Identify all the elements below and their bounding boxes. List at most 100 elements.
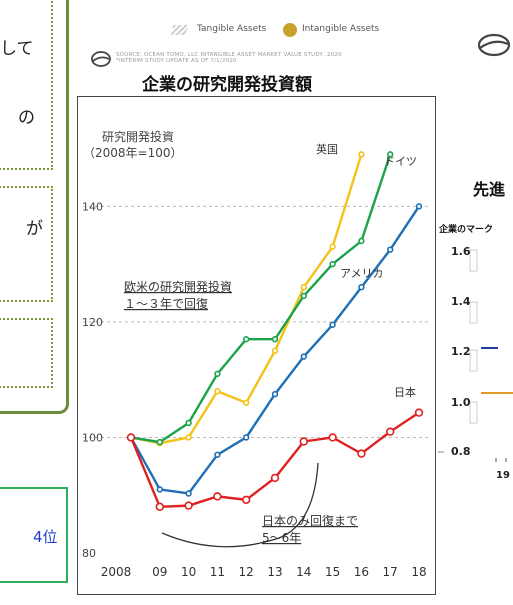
- x-tick-label: 13: [267, 565, 282, 579]
- data-point: [386, 427, 395, 436]
- data-point: [213, 492, 222, 501]
- tick-label: 1990: [244, 0, 263, 2]
- right-tick: 0.8: [451, 445, 471, 458]
- right-chart: [438, 249, 513, 462]
- data-point: [185, 434, 192, 441]
- series-label-usa: アメリカ: [340, 267, 383, 280]
- right-x-fragment: 19: [496, 470, 510, 481]
- data-point: [242, 495, 251, 505]
- right-chart-title: 先進: [473, 180, 506, 199]
- right-chart-ylabel: 企業のマーク: [439, 225, 494, 235]
- tick-label: 2020: [430, 0, 449, 2]
- chart-title: 企業の研究開発投資額: [142, 75, 312, 95]
- data-point: [358, 284, 365, 291]
- data-point: [156, 486, 164, 493]
- legend-tangible: Tangible Assets: [197, 24, 267, 34]
- y-tick-label: 120: [82, 316, 103, 329]
- annotation-bracket: [161, 462, 319, 548]
- right-tick: 1.6: [451, 245, 471, 258]
- x-tick-label: 09: [152, 565, 167, 579]
- ocean-tomo-logo-icon: [477, 33, 510, 57]
- legend: Tangible Assets Intangible Assets: [170, 22, 430, 38]
- left-dotted-box-3: [0, 318, 53, 388]
- annotation-west-line1: 欧米の研究開発投資: [124, 279, 232, 294]
- data-point: [300, 284, 308, 291]
- x-tick-label: 16: [354, 565, 369, 579]
- x-tick-label: 11: [210, 565, 225, 579]
- right-tick: 1.2: [451, 345, 471, 358]
- hatched-swatch-icon: [171, 25, 189, 35]
- data-point: [271, 347, 279, 354]
- tick-label: 1970: [120, 0, 139, 2]
- left-text-fragment: して: [0, 39, 34, 59]
- data-point: [387, 151, 394, 158]
- data-point: [184, 501, 193, 510]
- source-note: SOURCE: OCEAN TOMO, LLC INTANGIBLE ASSET…: [116, 52, 356, 64]
- x-tick-label: 2008: [101, 565, 132, 579]
- y-axis-label-line1: 研究開発投資: [102, 129, 174, 144]
- data-point: [299, 437, 309, 446]
- data-point: [270, 473, 280, 483]
- x-tick-label: 15: [325, 565, 340, 579]
- data-point: [155, 502, 165, 511]
- left-panel-frame: [0, 0, 69, 414]
- source-line-2: *INTERIM STUDY UPDATE AS OF 7/1/2020: [116, 58, 237, 64]
- data-point: [185, 419, 192, 427]
- data-point: [387, 246, 394, 253]
- data-point: [300, 292, 308, 300]
- series-label-germany: ドイツ: [384, 155, 417, 168]
- data-point: [185, 490, 192, 497]
- left-dotted-box-1: [0, 0, 53, 170]
- x-tick-label: 18: [411, 565, 426, 579]
- tick-label: 2000: [306, 0, 325, 2]
- data-point: [414, 408, 424, 417]
- data-point: [126, 433, 136, 442]
- data-point: [214, 370, 221, 378]
- annotation-japan-line1: 日本のみ回復まで: [262, 513, 358, 528]
- series-line: [130, 153, 392, 444]
- data-point: [271, 336, 279, 343]
- series-label-uk: 英国: [316, 142, 338, 156]
- ocean-tomo-logo-icon: [91, 51, 111, 67]
- data-point: [358, 151, 365, 158]
- data-point: [214, 451, 221, 458]
- tick-label: 1980: [182, 0, 201, 2]
- legend-intangible: Intangible Assets: [302, 24, 380, 34]
- left-green-box: [0, 487, 68, 583]
- data-point: [328, 433, 337, 442]
- data-point: [329, 321, 336, 328]
- chart-panel: 140 120 100 80 2008 09 10 11 12 13 14 15 16 17 18 研究開…: [77, 96, 436, 595]
- left-dotted-box-2: [0, 186, 53, 302]
- y-tick-label: 140: [82, 200, 103, 213]
- data-point: [214, 388, 221, 395]
- x-tick-label: 10: [181, 565, 196, 579]
- y-axis-label-line2: （2008年=100）: [83, 146, 183, 160]
- source-line-1: SOURCE: OCEAN TOMO, LLC INTANGIBLE ASSET…: [116, 52, 342, 58]
- y-tick-label: 100: [82, 431, 103, 444]
- right-tick: 1.4: [451, 295, 471, 308]
- data-point: [358, 237, 365, 245]
- gold-circle-icon: [283, 23, 297, 37]
- data-point: [156, 438, 164, 446]
- data-point: [243, 399, 250, 406]
- data-point: [329, 260, 336, 268]
- x-tick-label: 17: [383, 565, 398, 579]
- data-point: [243, 336, 250, 343]
- rd-investment-chart: 140 120 100 80 2008 09 10 11 12 13 14 15 16 17 18 研究開…: [82, 129, 430, 579]
- x-tick-label: 14: [296, 565, 311, 579]
- data-point: [243, 434, 250, 441]
- x-tick-label: 12: [239, 565, 254, 579]
- right-tick: 1.0: [451, 396, 471, 409]
- data-point: [300, 353, 308, 360]
- annotation-japan-line2: 5～6年: [262, 531, 301, 545]
- data-point: [357, 449, 366, 458]
- annotation-west-line2: １～３年で回復: [124, 296, 208, 311]
- data-point: [329, 243, 336, 250]
- data-point: [271, 390, 279, 398]
- left-text-fragment: の: [18, 108, 35, 128]
- left-blue-text: 4位: [33, 528, 58, 546]
- data-point: [415, 203, 423, 210]
- series-label-japan: 日本: [394, 385, 416, 399]
